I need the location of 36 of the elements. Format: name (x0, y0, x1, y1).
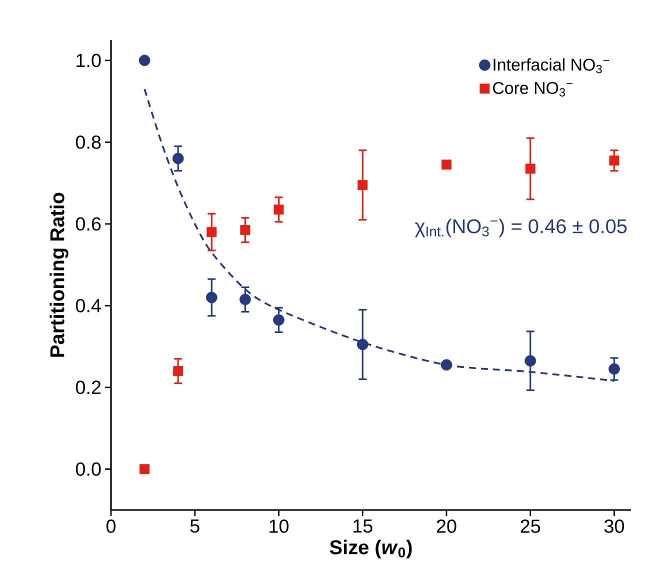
legend-label: Core NO$_{3}$− (493, 82, 572, 97)
point (138, 54, 150, 66)
x-tick-label: 30 (604, 519, 624, 533)
legend-label: Interfacial NO$_{3}$− (494, 58, 610, 74)
point (524, 355, 536, 367)
x-tick-label: 15 (354, 520, 372, 533)
point (609, 156, 620, 166)
y-tick-label: 1.0 (76, 54, 101, 68)
point (440, 359, 452, 371)
annotation: χ$_{Int.}$(NO$_{3}$$^{−}$) = 0.46 ± 0.05 (415, 218, 627, 238)
point (240, 225, 250, 236)
x-tick-label: 25 (520, 519, 540, 533)
x-axis-title: Size (w$_{0}$) (330, 540, 412, 558)
point (240, 294, 251, 306)
point (356, 338, 368, 350)
point (140, 464, 150, 474)
y-axis-title: Partitioning Ratio (50, 192, 68, 357)
point (274, 204, 284, 215)
x-tick-label: 20 (436, 519, 456, 533)
x-tick-label: 10 (270, 519, 289, 533)
point (206, 227, 217, 238)
x-tick-label: 5 (190, 520, 200, 533)
point (525, 164, 536, 174)
point (173, 366, 184, 376)
y-tick-label: 0.0 (76, 462, 101, 476)
y-tick-label: 0.6 (76, 217, 101, 231)
point (172, 152, 184, 164)
y-tick-label: 0.2 (76, 380, 101, 394)
y-tick-label: 0.4 (76, 298, 101, 312)
point (206, 292, 218, 304)
point (273, 314, 284, 326)
point (608, 363, 620, 375)
y-tick-label: 0.8 (76, 135, 101, 149)
x-tick-label: 0 (106, 519, 116, 533)
point (358, 180, 368, 190)
point (442, 160, 452, 170)
